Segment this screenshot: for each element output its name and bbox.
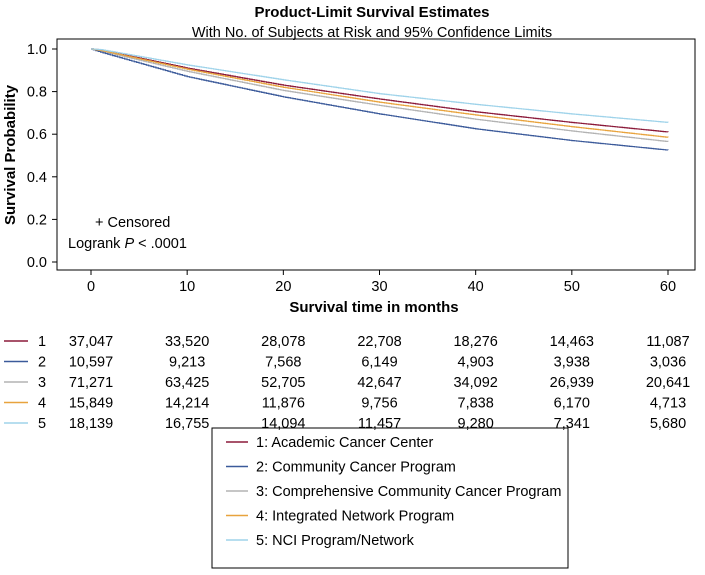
y-tick-label: 0.4 (27, 170, 47, 186)
risk-count: 26,939 (550, 375, 594, 391)
risk-count: 6,170 (554, 396, 590, 412)
survival-curve-5 (91, 48, 669, 123)
logrank-prefix: Logrank (68, 236, 124, 252)
risk-row-label: 5 (38, 416, 46, 432)
y-tick-label: 0.2 (27, 212, 47, 228)
y-tick-label: 0.0 (27, 255, 47, 271)
risk-count: 7,341 (554, 416, 590, 432)
risk-count: 10,597 (69, 355, 113, 371)
risk-count: 11,087 (646, 334, 689, 350)
x-tick-label: 10 (179, 279, 195, 295)
risk-count: 16,755 (165, 416, 209, 432)
logrank-p: P (124, 236, 134, 252)
risk-count: 52,705 (261, 375, 305, 391)
risk-count: 3,036 (650, 355, 686, 371)
logrank-suffix: < .0001 (134, 236, 187, 252)
y-axis-label: Survival Probability (2, 84, 19, 225)
risk-count: 15,849 (69, 396, 113, 412)
survival-curve-3 (91, 48, 669, 142)
risk-count: 4,903 (458, 355, 494, 371)
risk-row-label: 3 (38, 375, 46, 391)
x-tick-label: 40 (468, 279, 484, 295)
risk-count: 63,425 (165, 375, 209, 391)
risk-row-label: 1 (38, 334, 46, 350)
legend-box (211, 427, 569, 569)
x-axis: 0 10 20 30 40 50 60 (87, 270, 676, 295)
risk-count: 7,838 (458, 396, 494, 412)
x-tick-label: 50 (564, 279, 580, 295)
x-tick-label: 20 (275, 279, 291, 295)
risk-count: 33,520 (165, 334, 209, 350)
risk-count: 5,680 (650, 416, 686, 432)
legend-entry: 3: Comprehensive Community Cancer Progra… (256, 484, 561, 500)
risk-count: 14,463 (550, 334, 594, 350)
risk-count: 7,568 (265, 355, 301, 371)
y-tick-label: 0.6 (27, 127, 47, 143)
risk-count: 37,047 (69, 334, 113, 350)
chart-subtitle: With No. of Subjects at Risk and 95% Con… (192, 25, 552, 41)
risk-count: 28,078 (261, 334, 305, 350)
risk-count: 18,276 (453, 334, 497, 350)
legend-entry: 2: Community Cancer Program (256, 460, 456, 476)
survival-curve-4 (91, 48, 669, 138)
risk-count: 22,708 (357, 334, 401, 350)
x-tick-label: 60 (660, 279, 676, 295)
x-axis-label: Survival time in months (289, 299, 458, 316)
risk-count: 71,271 (69, 375, 113, 391)
plot-frame (56, 38, 696, 271)
risk-row-label: 4 (38, 396, 46, 412)
risk-count: 9,213 (169, 355, 205, 371)
y-axis: 0.0 0.2 0.4 0.6 0.8 1.0 (27, 42, 57, 271)
risk-count: 18,139 (69, 416, 113, 432)
risk-count: 11,457 (358, 416, 401, 432)
legend-entry: 1: Academic Cancer Center (256, 435, 433, 451)
logrank-annotation: Logrank P < .0001 (68, 236, 187, 252)
risk-count: 11,876 (262, 396, 305, 412)
survival-curve-2 (91, 48, 669, 151)
legend: 1: Academic Cancer Center 2: Community Ca… (226, 435, 561, 549)
survival-curves (91, 48, 669, 151)
risk-count: 42,647 (357, 375, 401, 391)
risk-count: 20,641 (646, 375, 690, 391)
risk-count: 3,938 (554, 355, 590, 371)
risk-row-label: 2 (38, 355, 46, 371)
risk-count: 6,149 (361, 355, 397, 371)
risk-count: 34,092 (453, 375, 497, 391)
risk-count: 4,713 (650, 396, 686, 412)
risk-table: 1 37,047 33,520 28,078 22,708 18,276 14,463 11,… (4, 334, 690, 432)
survival-curve-1 (91, 48, 669, 133)
risk-count: 14,094 (261, 416, 305, 432)
risk-count: 9,756 (361, 396, 397, 412)
x-tick-label: 30 (371, 279, 387, 295)
legend-entry: 4: Integrated Network Program (256, 509, 454, 525)
y-tick-label: 0.8 (27, 85, 47, 101)
risk-count: 14,214 (165, 396, 209, 412)
risk-count: 9,280 (458, 416, 494, 432)
x-tick-label: 0 (87, 279, 95, 295)
censored-annotation: + Censored (95, 215, 170, 231)
chart-title: Product-Limit Survival Estimates (254, 4, 489, 21)
legend-entry: 5: NCI Program/Network (256, 533, 415, 549)
y-tick-label: 1.0 (27, 42, 47, 58)
